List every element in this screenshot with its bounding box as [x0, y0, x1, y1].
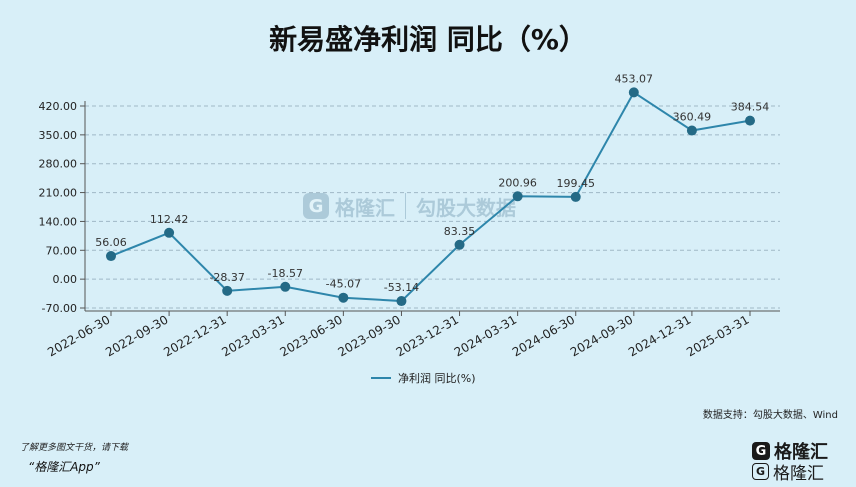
data-point	[222, 285, 233, 296]
x-tick-label: 2023-12-31	[394, 312, 461, 359]
y-tick-label: 210.00	[39, 187, 78, 200]
grid-lines	[80, 101, 780, 312]
y-tick-label: 350.00	[39, 129, 78, 142]
data-label: 453.07	[615, 72, 654, 85]
x-tick-label: 2022-06-30	[45, 312, 112, 359]
footer-note: 了解更多图文干货，请下载	[20, 443, 129, 453]
chart-title: 新易盛净利润 同比（%）	[269, 23, 587, 56]
brand-name-secondary: 格隆汇	[773, 463, 824, 484]
data-point	[745, 115, 755, 126]
data-point	[338, 292, 349, 303]
x-tick-label: 2024-03-31	[452, 312, 519, 359]
gelonghui-logo-icon: G	[752, 442, 770, 460]
watermark-brand: 格隆汇	[335, 195, 395, 220]
y-tick-label: 70.00	[46, 244, 78, 257]
data-point	[628, 87, 639, 98]
data-point	[454, 239, 465, 250]
x-tick-label: 2023-06-30	[277, 312, 344, 359]
x-axis-ticks: 2022-06-302022-09-302022-12-312023-03-31…	[45, 311, 752, 359]
brand-logo: G 格隆汇 G 格隆汇	[752, 440, 844, 484]
data-source: 数据支持：勾股大数据、Wind	[702, 410, 838, 421]
x-tick-label: 2023-03-31	[219, 312, 286, 359]
data-point	[164, 227, 175, 238]
x-tick-label: 2024-06-30	[510, 312, 577, 359]
data-label: 112.42	[150, 213, 189, 226]
y-tick-label: 420.00	[39, 100, 78, 113]
data-point	[396, 296, 407, 307]
data-label: -28.37	[209, 271, 244, 284]
y-tick-label: 140.00	[39, 215, 78, 228]
series-line	[110, 90, 751, 303]
watermark-divider	[405, 193, 406, 219]
footer-app-name: “格隆汇App”	[28, 460, 100, 474]
data-label: 56.06	[95, 236, 127, 249]
gelonghui-logo-icon: G	[303, 193, 329, 219]
x-tick-label: 2024-09-30	[568, 312, 635, 359]
watermark: G 格隆汇 勾股大数据	[303, 186, 553, 226]
data-point	[512, 191, 523, 202]
data-point	[686, 125, 697, 136]
x-tick-label: 2022-09-30	[103, 312, 170, 359]
y-tick-label: 0.00	[53, 273, 78, 286]
line-chart: 420.00 350.00 280.00 210.00 140.00 70.00 0.00 -…	[39, 72, 780, 385]
data-label: 360.49	[673, 111, 712, 124]
data-label: -45.07	[326, 278, 361, 291]
data-label: 83.35	[444, 225, 476, 238]
x-tick-label: 2022-12-31	[161, 312, 228, 359]
data-label: 199.45	[556, 177, 595, 190]
data-label: 384.54	[731, 101, 770, 114]
data-label: -18.57	[268, 267, 303, 280]
y-tick-label: 280.00	[39, 158, 78, 171]
x-tick-label: 2024-12-31	[626, 312, 693, 359]
data-label: -53.14	[384, 281, 419, 294]
data-point	[280, 281, 291, 292]
data-point	[106, 251, 116, 262]
y-axis-ticks: 420.00 350.00 280.00 210.00 140.00 70.00 0.00 -…	[39, 100, 78, 315]
y-tick-label: -70.00	[42, 302, 77, 315]
x-tick-label: 2025-03-31	[684, 312, 751, 359]
watermark-sub: 勾股大数据	[416, 195, 516, 220]
x-tick-label: 2023-09-30	[336, 312, 403, 359]
brand-name: 格隆汇	[774, 442, 828, 463]
gelonghui-logo-outline-icon: G	[752, 462, 769, 480]
data-point	[570, 191, 581, 202]
legend-label: 净利润 同比(%)	[398, 371, 476, 385]
series-group: 56.06 112.42 -28.37 -18.57 -45.07 -53.14 83.35…	[95, 72, 770, 307]
legend: 净利润 同比(%)	[371, 371, 476, 385]
data-label: 200.96	[498, 176, 537, 189]
